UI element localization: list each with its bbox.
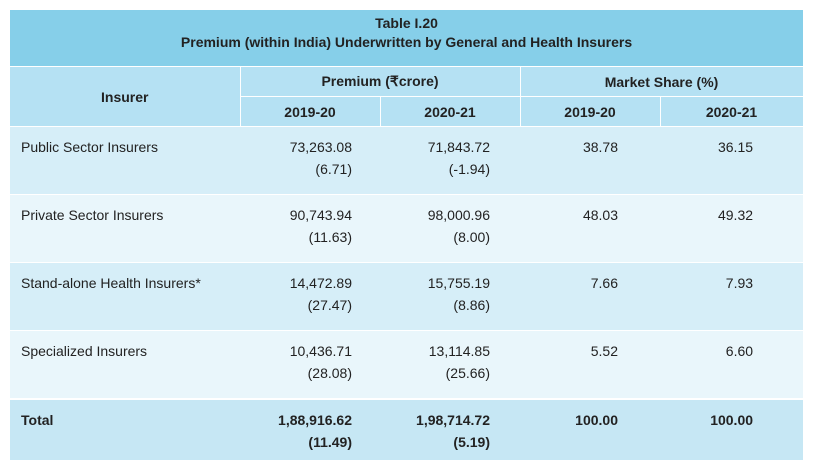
share-cell: 100.00 (520, 399, 660, 460)
insurer-cell: Total (10, 399, 240, 460)
premium-cell: 98,000.96(8.00) (380, 195, 520, 263)
share-cell: 6.60 (660, 331, 803, 400)
share-cell: 100.00 (660, 399, 803, 460)
premium-cell: 71,843.72(-1.94) (380, 127, 520, 195)
growth-rate: (6.71) (241, 158, 352, 180)
header-year: 2019-20 (240, 97, 380, 127)
table: Table I.20 Premium (within India) Underw… (10, 10, 804, 460)
subtitle: Premium (within India) Underwritten by G… (10, 33, 803, 52)
premium-value: 90,743.94 (241, 204, 352, 226)
growth-rate: (8.00) (381, 226, 490, 248)
share-cell: 7.66 (520, 263, 660, 331)
premium-value: 1,88,916.62 (241, 409, 352, 431)
header-year: 2019-20 (520, 97, 660, 127)
share-cell: 48.03 (520, 195, 660, 263)
premium-cell: 1,88,916.62(11.49) (240, 399, 380, 460)
growth-rate: (5.19) (381, 431, 490, 453)
premium-value: 1,98,714.72 (381, 409, 490, 431)
premium-cell: 14,472.89(27.47) (240, 263, 380, 331)
premium-value: 15,755.19 (381, 272, 490, 294)
premium-value: 14,472.89 (241, 272, 352, 294)
share-cell: 7.93 (660, 263, 803, 331)
table-container: Table I.20 Premium (within India) Underw… (10, 10, 803, 460)
share-cell: 38.78 (520, 127, 660, 195)
growth-rate: (11.63) (241, 226, 352, 248)
share-cell: 36.15 (660, 127, 803, 195)
header-insurer: Insurer (10, 67, 240, 127)
share-cell: 49.32 (660, 195, 803, 263)
growth-rate: (28.08) (241, 362, 352, 384)
growth-rate: (25.66) (381, 362, 490, 384)
header-year: 2020-21 (380, 97, 520, 127)
share-cell: 5.52 (520, 331, 660, 400)
premium-value: 98,000.96 (381, 204, 490, 226)
page: {"table": { "title": "Table I.20", "subt… (0, 0, 824, 408)
premium-value: 13,114.85 (381, 340, 490, 362)
premium-value: 71,843.72 (381, 136, 490, 158)
insurer-cell: Private Sector Insurers (10, 195, 240, 263)
table-title: Table I.20 Premium (within India) Underw… (10, 10, 803, 67)
premium-cell: 73,263.08(6.71) (240, 127, 380, 195)
insurer-cell: Specialized Insurers (10, 331, 240, 400)
growth-rate: (27.47) (241, 294, 352, 316)
premium-cell: 10,436.71(28.08) (240, 331, 380, 400)
premium-cell: 13,114.85(25.66) (380, 331, 520, 400)
title: Table I.20 (10, 14, 803, 33)
insurer-cell: Stand-alone Health Insurers* (10, 263, 240, 331)
growth-rate: (-1.94) (381, 158, 490, 180)
insurer-cell: Public Sector Insurers (10, 127, 240, 195)
header-year: 2020-21 (660, 97, 803, 127)
table-row: Stand-alone Health Insurers*14,472.89(27… (10, 263, 803, 331)
premium-cell: 15,755.19(8.86) (380, 263, 520, 331)
premium-value: 73,263.08 (241, 136, 352, 158)
growth-rate: (8.86) (381, 294, 490, 316)
header-market-share: Market Share (%) (520, 67, 803, 97)
premium-cell: 90,743.94(11.63) (240, 195, 380, 263)
premium-cell: 1,98,714.72(5.19) (380, 399, 520, 460)
premium-value: 10,436.71 (241, 340, 352, 362)
header-premium: Premium (₹crore) (240, 67, 520, 97)
growth-rate: (11.49) (241, 431, 352, 453)
